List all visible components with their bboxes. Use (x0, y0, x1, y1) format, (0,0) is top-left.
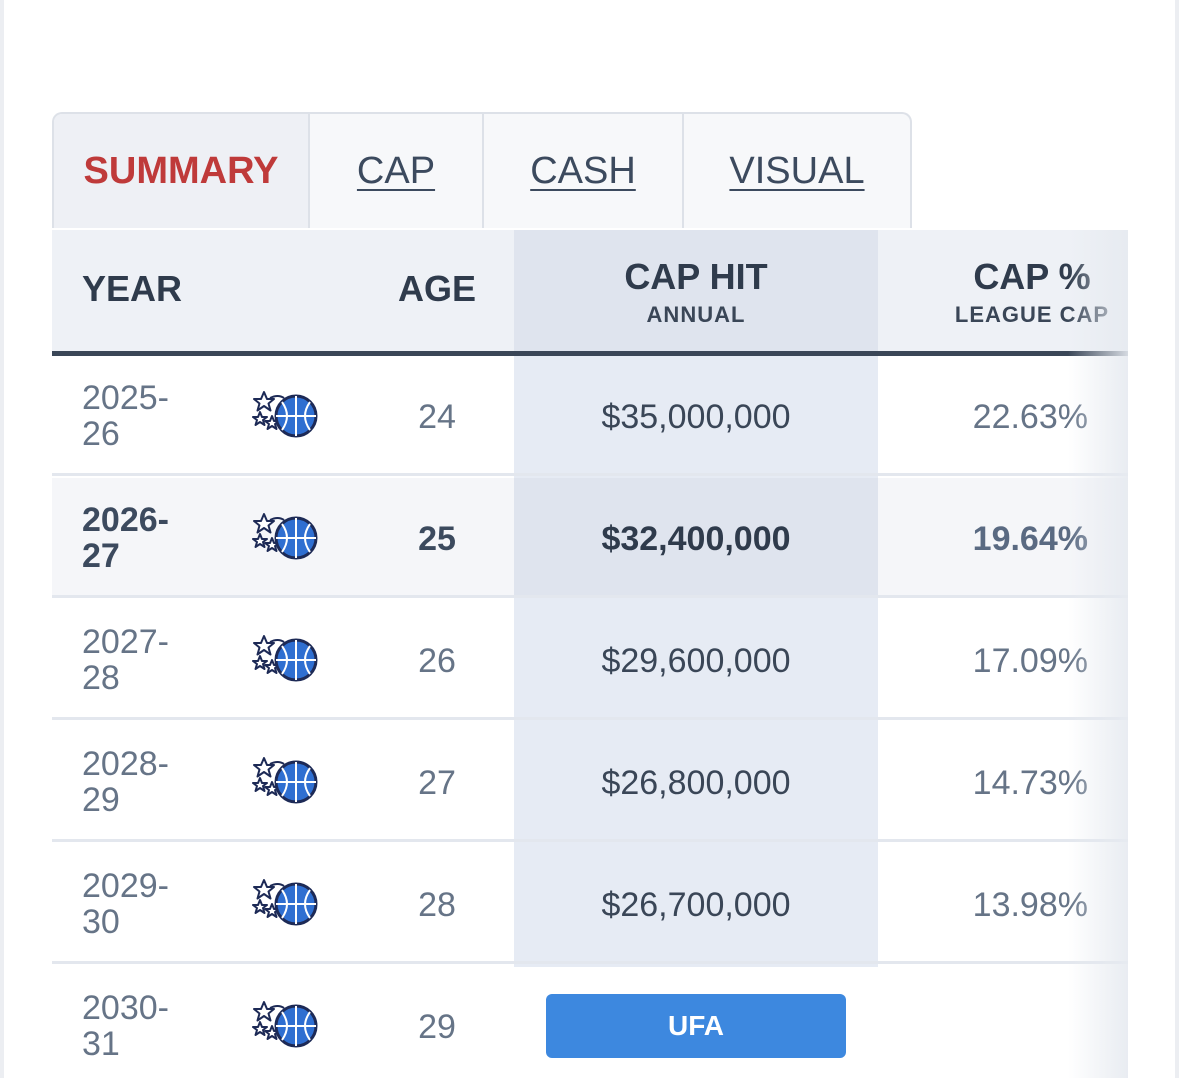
ufa-badge[interactable]: UFA (546, 994, 846, 1058)
year-end: 31 (82, 1025, 120, 1063)
year-cell: 2026- 27 (82, 502, 192, 574)
cap-hit-cell-bg (514, 356, 878, 473)
cap-pct-cell: 19.64% (972, 520, 1088, 558)
table-row: 2026- 27 25 $32,400,000 19.64% (52, 478, 1128, 598)
cap-hit-cell: $32,400,000 (601, 520, 791, 558)
cap-pct-cell: 13.98% (972, 886, 1088, 924)
page-right-border (1175, 0, 1179, 1078)
year-start: 2025- (82, 379, 169, 417)
year-start: 2026- (82, 501, 169, 539)
year-cell: 2028- 29 (82, 746, 192, 818)
tab-visual[interactable]: VISUAL (729, 149, 865, 192)
year-start: 2028- (82, 745, 169, 783)
year-start: 2030- (82, 989, 169, 1027)
orlando-magic-logo-icon[interactable] (252, 752, 320, 808)
tab-cash[interactable]: CASH (484, 114, 684, 228)
orlando-magic-logo-icon[interactable] (252, 996, 320, 1052)
year-cell: 2027- 28 (82, 624, 192, 696)
header-cap-hit-sub: ANNUAL (646, 302, 746, 327)
cap-hit-cell-bg (514, 722, 878, 839)
cap-hit-header-highlight (514, 230, 878, 352)
table-row: 2025- 26 24 $35,000,000 22.63% (52, 356, 1128, 476)
year-end: 28 (82, 659, 120, 697)
year-cell: 2030- 31 (82, 990, 192, 1062)
orlando-magic-logo-icon[interactable] (252, 508, 320, 564)
table-header: YEAR AGE CAP HIT ANNUAL CAP % LEAGUE CAP (52, 230, 1128, 352)
cap-pct-cell: 22.63% (972, 398, 1088, 436)
year-cell: 2025- 26 (82, 380, 192, 452)
cap-hit-cell-bg (514, 478, 878, 595)
cap-hit-cell: $29,600,000 (601, 642, 791, 680)
orlando-magic-logo-icon[interactable] (252, 386, 320, 442)
contract-table: YEAR AGE CAP HIT ANNUAL CAP % LEAGUE CAP… (52, 230, 1128, 1078)
year-end: 26 (82, 415, 120, 453)
header-age[interactable]: AGE (397, 268, 476, 309)
age-cell: 25 (418, 520, 456, 558)
year-end: 27 (82, 537, 120, 575)
tab-bar: SUMMARY CAP CASH VISUAL (52, 112, 912, 228)
year-cell: 2029- 30 (82, 868, 192, 940)
tab-cap[interactable]: CAP (310, 114, 484, 228)
table-row: 2030- 31 29 UFA (52, 966, 1128, 1078)
header-cap-pct-sub: LEAGUE CAP (954, 302, 1110, 327)
header-cap-hit-label: CAP HIT (624, 256, 768, 297)
page-left-border (0, 0, 4, 1078)
table-row: 2029- 30 28 $26,700,000 13.98% (52, 844, 1128, 964)
age-cell: 24 (418, 398, 456, 436)
header-cap-pct-label: CAP % (973, 256, 1091, 297)
table-row: 2027- 28 26 $29,600,000 17.09% (52, 600, 1128, 720)
tab-summary[interactable]: SUMMARY (54, 114, 310, 228)
cap-hit-cell-bg (514, 600, 878, 717)
age-cell: 26 (418, 642, 456, 680)
age-cell: 27 (418, 764, 456, 802)
cap-hit-cell: $35,000,000 (601, 398, 791, 436)
age-cell: 29 (418, 1008, 456, 1046)
cap-pct-cell: 14.73% (972, 764, 1088, 802)
header-cap-pct[interactable]: CAP % LEAGUE CAP (932, 256, 1128, 328)
header-cap-hit[interactable]: CAP HIT ANNUAL (514, 256, 878, 328)
cap-hit-cell: $26,800,000 (601, 764, 791, 802)
header-year[interactable]: YEAR (82, 268, 183, 309)
cap-hit-cell-bg (514, 844, 878, 961)
cap-hit-cell: $26,700,000 (601, 886, 791, 924)
orlando-magic-logo-icon[interactable] (252, 630, 320, 686)
cap-pct-cell: 17.09% (972, 642, 1088, 680)
year-start: 2027- (82, 623, 169, 661)
year-end: 29 (82, 781, 120, 819)
age-cell: 28 (418, 886, 456, 924)
header-divider (52, 351, 1128, 356)
year-start: 2029- (82, 867, 169, 905)
table-row: 2028- 29 27 $26,800,000 14.73% (52, 722, 1128, 842)
year-end: 30 (82, 903, 120, 941)
orlando-magic-logo-icon[interactable] (252, 874, 320, 930)
